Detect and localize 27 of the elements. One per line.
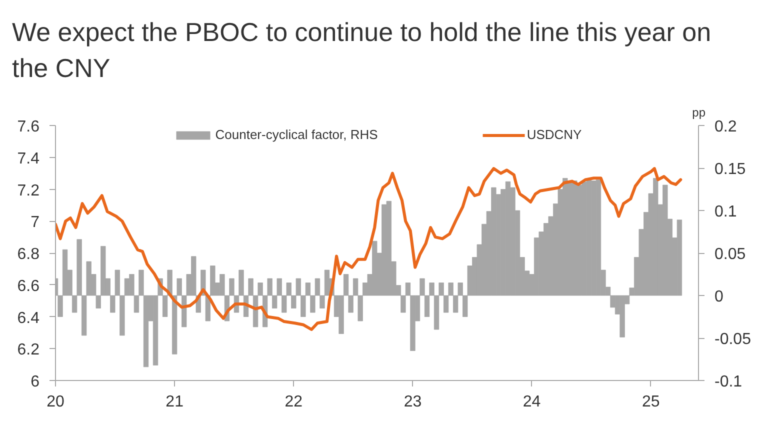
y-tick-label: 6.4 [17,310,40,327]
y-tick-label: 6.6 [17,278,40,295]
legend-label: USDCNY [526,127,582,142]
x-tick-label: 21 [166,394,184,410]
x-tick-label: 22 [284,394,303,410]
line-series [56,167,682,331]
x-tick-label: 20 [46,394,64,410]
y2-tick-label: 0.1 [714,204,737,220]
y-tick-label: 6 [30,374,40,390]
y-tick-label: 7.2 [17,182,40,200]
y2-axis-title: pp [692,106,706,120]
y2-tick-label: 0 [714,288,724,306]
y2-tick-label: -0.1 [714,374,742,390]
x-tick-label: 24 [522,394,541,410]
x-tick-label: 23 [404,394,422,410]
x-tick-label: 25 [642,394,660,410]
y2-tick-label: -0.05 [714,331,752,348]
y-tick-label: 7.4 [17,150,40,168]
y2-tick-label: 0.15 [714,161,746,178]
y-tick-label: 7.6 [17,118,40,136]
y2-tick-label: 0.05 [714,246,746,263]
y-tick-label: 6.2 [17,342,40,359]
y-tick-label: 6.8 [17,246,40,263]
y-tick-label: 7 [30,214,40,232]
y2-tick-label: 0.2 [714,118,737,136]
chart-title: We expect the PBOC to continue to hold the line this year on the CNY [11,16,712,85]
legend-label: Counter-cyclical factor, RHS [215,127,378,142]
